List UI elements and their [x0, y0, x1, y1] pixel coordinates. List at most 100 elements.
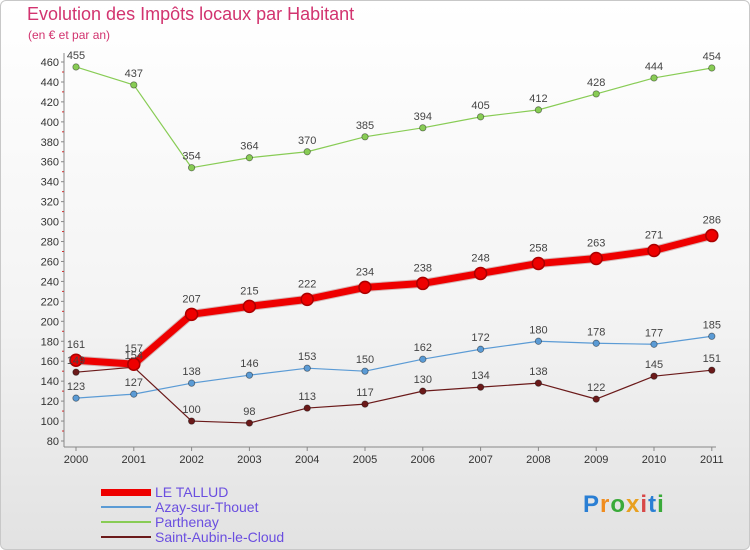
- y-tick-label: 460: [41, 57, 59, 69]
- data-label-saint-aubin-le-cloud: 154: [125, 350, 143, 362]
- data-point-saint-aubin-le-cloud: [72, 368, 80, 376]
- legend-label-azay-sur-thouet: Azay-sur-Thouet: [155, 499, 259, 515]
- data-point-le-tallud: [647, 243, 661, 258]
- y-tick-label: 220: [41, 296, 59, 308]
- data-point-azay-sur-thouet: [708, 332, 716, 340]
- y-tick-label: 280: [41, 237, 59, 249]
- logo-letter: P: [583, 491, 601, 518]
- data-label-le-tallud: 271: [645, 230, 663, 242]
- data-label-parthenay: 354: [182, 151, 200, 163]
- data-label-azay-sur-thouet: 162: [414, 342, 432, 354]
- y-tick-label: 240: [41, 276, 59, 288]
- data-point-saint-aubin-le-cloud: [188, 417, 196, 425]
- data-point-azay-sur-thouet: [419, 355, 427, 363]
- series-line-le-tallud: [75, 232, 713, 368]
- data-label-le-tallud: 215: [240, 285, 258, 297]
- data-point-azay-sur-thouet: [361, 367, 369, 375]
- data-label-le-tallud: 161: [67, 339, 85, 351]
- data-label-saint-aubin-le-cloud: 98: [243, 406, 255, 418]
- x-tick-label: 2011: [700, 454, 724, 466]
- data-point-parthenay: [361, 133, 369, 141]
- proxiti-logo: Proxiti: [583, 491, 665, 519]
- legend-label-le-tallud: LE TALLUD: [155, 484, 229, 500]
- data-point-azay-sur-thouet: [72, 394, 80, 402]
- legend-label-saint-aubin-le-cloud: Saint-Aubin-le-Cloud: [155, 529, 285, 545]
- data-point-saint-aubin-le-cloud: [419, 387, 427, 395]
- data-label-le-tallud: 258: [529, 242, 547, 254]
- data-label-azay-sur-thouet: 123: [67, 381, 85, 393]
- data-point-le-tallud: [589, 251, 603, 266]
- data-label-parthenay: 364: [240, 141, 258, 153]
- data-label-parthenay: 385: [356, 120, 374, 132]
- data-label-saint-aubin-le-cloud: 151: [703, 353, 721, 365]
- x-tick-label: 2002: [179, 454, 203, 466]
- data-label-azay-sur-thouet: 177: [645, 327, 663, 339]
- data-label-saint-aubin-le-cloud: 130: [414, 374, 432, 386]
- data-label-azay-sur-thouet: 178: [587, 326, 605, 338]
- data-point-azay-sur-thouet: [245, 371, 253, 379]
- data-label-azay-sur-thouet: 172: [471, 332, 489, 344]
- chart-subtitle: (en € et par an): [28, 28, 111, 42]
- x-tick-label: 2000: [64, 454, 88, 466]
- data-point-azay-sur-thouet: [476, 345, 485, 353]
- data-label-azay-sur-thouet: 127: [125, 377, 143, 389]
- y-tick-label: 80: [47, 436, 59, 448]
- data-point-le-tallud: [473, 266, 488, 281]
- data-point-saint-aubin-le-cloud: [534, 379, 543, 387]
- data-point-le-tallud: [531, 256, 546, 271]
- legend-swatch-azay-sur-thouet: [101, 506, 151, 508]
- x-tick-label: 2001: [122, 454, 146, 466]
- data-label-azay-sur-thouet: 138: [182, 366, 200, 378]
- data-point-azay-sur-thouet: [303, 364, 311, 372]
- y-tick-label: 120: [41, 396, 59, 408]
- data-label-le-tallud: 207: [182, 293, 200, 305]
- data-point-parthenay: [303, 148, 311, 156]
- data-point-le-tallud: [705, 228, 719, 243]
- data-point-saint-aubin-le-cloud: [303, 404, 311, 412]
- y-tick-label: 180: [41, 336, 59, 348]
- data-label-azay-sur-thouet: 180: [529, 324, 547, 336]
- y-tick-label: 160: [41, 356, 59, 368]
- data-label-azay-sur-thouet: 185: [703, 319, 721, 331]
- data-point-parthenay: [245, 154, 253, 162]
- data-label-saint-aubin-le-cloud: 145: [645, 359, 663, 371]
- data-point-saint-aubin-le-cloud: [361, 400, 369, 408]
- series-line-parthenay: [75, 66, 712, 169]
- x-tick-label: 2007: [468, 454, 492, 466]
- data-label-saint-aubin-le-cloud: 117: [356, 387, 374, 399]
- y-tick-label: 400: [41, 117, 59, 129]
- data-label-parthenay: 437: [125, 68, 143, 80]
- data-point-azay-sur-thouet: [534, 337, 543, 345]
- series-line-saint-aubin-le-cloud: [75, 366, 712, 424]
- axes: 80 100 120 140 160 180 200 220 240 260 280 300 320 34…: [41, 53, 724, 466]
- data-label-azay-sur-thouet: 146: [240, 358, 258, 370]
- data-point-azay-sur-thouet: [188, 379, 196, 387]
- data-point-parthenay: [650, 74, 658, 82]
- x-tick-label: 2005: [353, 454, 377, 466]
- data-point-parthenay: [419, 124, 427, 132]
- data-point-parthenay: [592, 90, 600, 98]
- data-point-parthenay: [476, 113, 485, 121]
- data-point-parthenay: [708, 64, 716, 72]
- data-point-le-tallud: [300, 292, 314, 307]
- legend-label-parthenay: Parthenay: [155, 514, 219, 530]
- data-label-parthenay: 394: [414, 111, 432, 123]
- chart-title: Evolution des Impôts locaux par Habitant: [27, 4, 355, 24]
- data-label-parthenay: 444: [645, 61, 663, 73]
- y-tick-label: 140: [41, 376, 59, 388]
- data-point-parthenay: [72, 63, 80, 71]
- x-tick-label: 2008: [526, 454, 550, 466]
- x-tick-label: 2004: [295, 454, 319, 466]
- data-point-saint-aubin-le-cloud: [708, 366, 716, 374]
- series-line-azay-sur-thouet: [75, 335, 712, 399]
- data-label-le-tallud: 263: [587, 237, 605, 249]
- data-label-saint-aubin-le-cloud: 138: [529, 366, 547, 378]
- data-label-parthenay: 428: [587, 77, 605, 89]
- data-point-azay-sur-thouet: [650, 340, 658, 348]
- logo-letter: r: [600, 491, 611, 518]
- data-point-le-tallud: [416, 276, 430, 291]
- logo-letter: o: [610, 491, 627, 518]
- logo-letter: i: [657, 491, 665, 518]
- legend-swatch-saint-aubin-le-cloud: [101, 536, 151, 538]
